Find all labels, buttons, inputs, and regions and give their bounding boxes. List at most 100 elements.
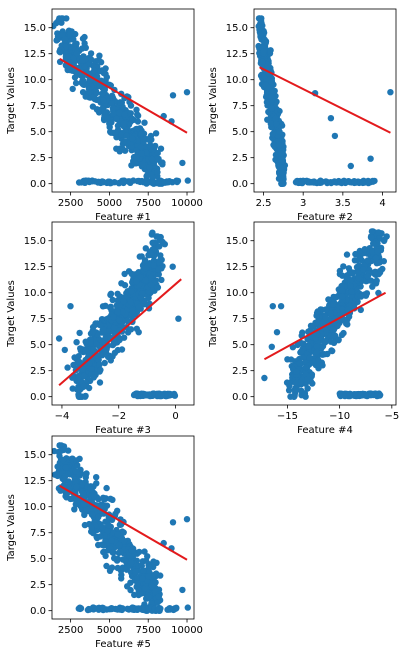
point (107, 495, 114, 502)
point (135, 329, 142, 336)
x-tick-label: −4 (55, 411, 70, 422)
point (114, 507, 121, 514)
point (354, 257, 361, 264)
point (113, 557, 121, 564)
point (317, 177, 324, 184)
point (73, 497, 81, 504)
y-tick-label: 10.0 (226, 75, 248, 86)
point (136, 253, 143, 260)
point (304, 375, 311, 383)
point (75, 353, 82, 360)
y-tick-label: 12.5 (226, 49, 248, 60)
point (165, 179, 172, 186)
y-axis-label: Target Values (208, 67, 219, 135)
point (82, 347, 89, 355)
plot-area (55, 229, 182, 400)
point (88, 366, 95, 373)
point (81, 33, 88, 41)
point (131, 160, 139, 167)
point (372, 254, 380, 262)
point (124, 317, 131, 325)
point (171, 392, 179, 399)
x-axis-label: Feature #1 (95, 212, 151, 223)
point (298, 348, 305, 355)
point (76, 393, 84, 400)
plot-area (52, 442, 191, 614)
point (96, 82, 103, 90)
point (69, 85, 76, 93)
point (86, 606, 93, 613)
point (53, 37, 60, 44)
point (87, 486, 94, 493)
point (119, 308, 126, 315)
y-tick-label: 0.0 (30, 179, 46, 190)
point (56, 442, 63, 449)
point (108, 100, 115, 107)
point (141, 548, 148, 555)
point (370, 240, 377, 247)
point (268, 93, 275, 100)
point (82, 338, 89, 345)
point (142, 584, 149, 592)
point (103, 484, 110, 492)
point (273, 120, 280, 128)
x-axis-label: Feature #3 (95, 425, 151, 436)
point (377, 267, 384, 275)
point (114, 531, 121, 538)
x-tick-label: 2500 (58, 625, 83, 636)
point (140, 567, 147, 574)
axes-frame (51, 221, 195, 406)
point (330, 301, 337, 308)
point (369, 248, 376, 255)
point (70, 36, 77, 43)
point (106, 567, 114, 574)
point (104, 353, 112, 361)
point (156, 259, 163, 266)
point (152, 130, 160, 137)
outlier-point (175, 315, 182, 322)
y-tick-label: 12.5 (226, 262, 248, 273)
y-tick-label: 7.5 (30, 314, 46, 325)
y-tick-label: 7.5 (232, 101, 248, 112)
point (155, 593, 162, 600)
point (116, 109, 123, 117)
point (91, 67, 98, 74)
point (299, 329, 306, 336)
point (102, 65, 109, 72)
point (355, 275, 363, 282)
y-tick-label: 10.0 (226, 288, 248, 299)
point (97, 59, 105, 66)
point (108, 605, 116, 613)
point (79, 57, 86, 64)
point (383, 233, 390, 240)
point (292, 379, 299, 387)
point (61, 36, 69, 43)
point (129, 606, 136, 613)
point (146, 164, 153, 171)
point (368, 228, 376, 235)
point (355, 262, 363, 269)
point (150, 262, 157, 269)
y-tick-label: 5.0 (232, 340, 248, 351)
point (293, 368, 300, 375)
point (75, 372, 83, 380)
point (365, 179, 372, 186)
point (114, 309, 121, 316)
point (147, 274, 155, 281)
point (375, 229, 382, 236)
point (335, 336, 342, 343)
point (102, 302, 109, 309)
outlier-point (169, 519, 177, 526)
point (124, 583, 131, 590)
point (343, 320, 350, 327)
subplot-2: 2.5 3 3.5 4 0.0 2.5 5.0 7.5 10.0 12.5 15.0 Feature … (208, 8, 397, 223)
point (137, 273, 144, 281)
point (105, 522, 112, 529)
x-tick-label: 0 (172, 411, 178, 422)
subplot-5: 2500 5000 7500 10000 0.0 2.5 5.0 7.5 10.0 12.5 15.… (6, 435, 203, 650)
y-tick-label: 2.5 (232, 153, 248, 164)
point (173, 178, 181, 186)
point (357, 293, 365, 300)
point (272, 115, 279, 122)
point (52, 447, 58, 455)
